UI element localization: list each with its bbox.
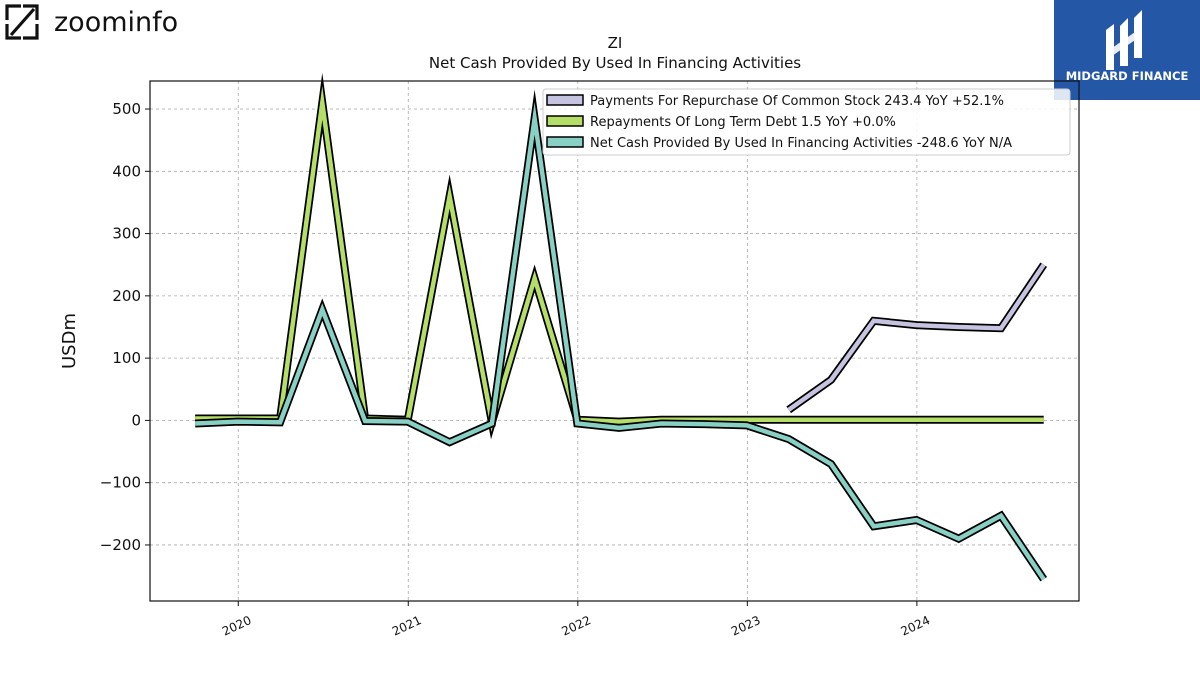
series-2-outline (194, 89, 1048, 582)
x-tick-label: 2021 (390, 613, 424, 639)
zoominfo-mark-icon (5, 4, 39, 40)
axes: −200 −100 0 100 200 300 400 500 2020 2021 2022 2023… (100, 100, 932, 639)
plot-frame (149, 80, 1080, 602)
x-tick-label: 2023 (729, 613, 763, 639)
legend-swatch (546, 115, 584, 127)
series-1-line (195, 85, 1044, 432)
legend-entry-label: Payments For Repurchase Of Common Stock … (590, 94, 1004, 109)
legend: Payments For Repurchase Of Common Stock … (542, 88, 1071, 156)
series-2-line (194, 102, 1046, 581)
y-tick-label: 100 (112, 349, 141, 367)
x-tick-label: 2022 (559, 613, 593, 639)
legend-entry-label: Repayments Of Long Term Debt 1.5 YoY +0.… (590, 115, 896, 130)
y-tick-label: −200 (100, 536, 141, 554)
chart-title: ZI (608, 34, 623, 52)
series-layer (194, 72, 1048, 582)
y-tick-label: −100 (100, 474, 141, 492)
x-tick-label: 2024 (899, 613, 933, 639)
legend-swatch (546, 136, 584, 148)
legend-box (542, 88, 1071, 156)
y-tick-label: 200 (112, 287, 141, 305)
chart-subtitle: Net Cash Provided By Used In Financing A… (429, 54, 801, 72)
series-0-outline (786, 262, 1048, 414)
series-0-line (787, 263, 1046, 412)
y-tick-label: 400 (112, 162, 141, 180)
y-tick-label: 0 (131, 411, 141, 429)
zoominfo-logo: zoominfo (4, 2, 204, 42)
midgard-finance-badge: MIDGARD FINANCE (1054, 0, 1200, 100)
y-tick-label: 300 (112, 225, 141, 243)
midgard-wordmark: MIDGARD FINANCE (1066, 69, 1189, 83)
y-axis-label: USDm (59, 313, 80, 369)
x-tick-label: 2020 (220, 613, 254, 639)
legend-entry-label: Net Cash Provided By Used In Financing A… (590, 136, 1012, 151)
legend-swatch (546, 94, 584, 106)
midgard-logo-icon (1106, 10, 1142, 70)
y-tick-label: 500 (112, 100, 141, 118)
zoominfo-wordmark: zoominfo (54, 7, 178, 38)
